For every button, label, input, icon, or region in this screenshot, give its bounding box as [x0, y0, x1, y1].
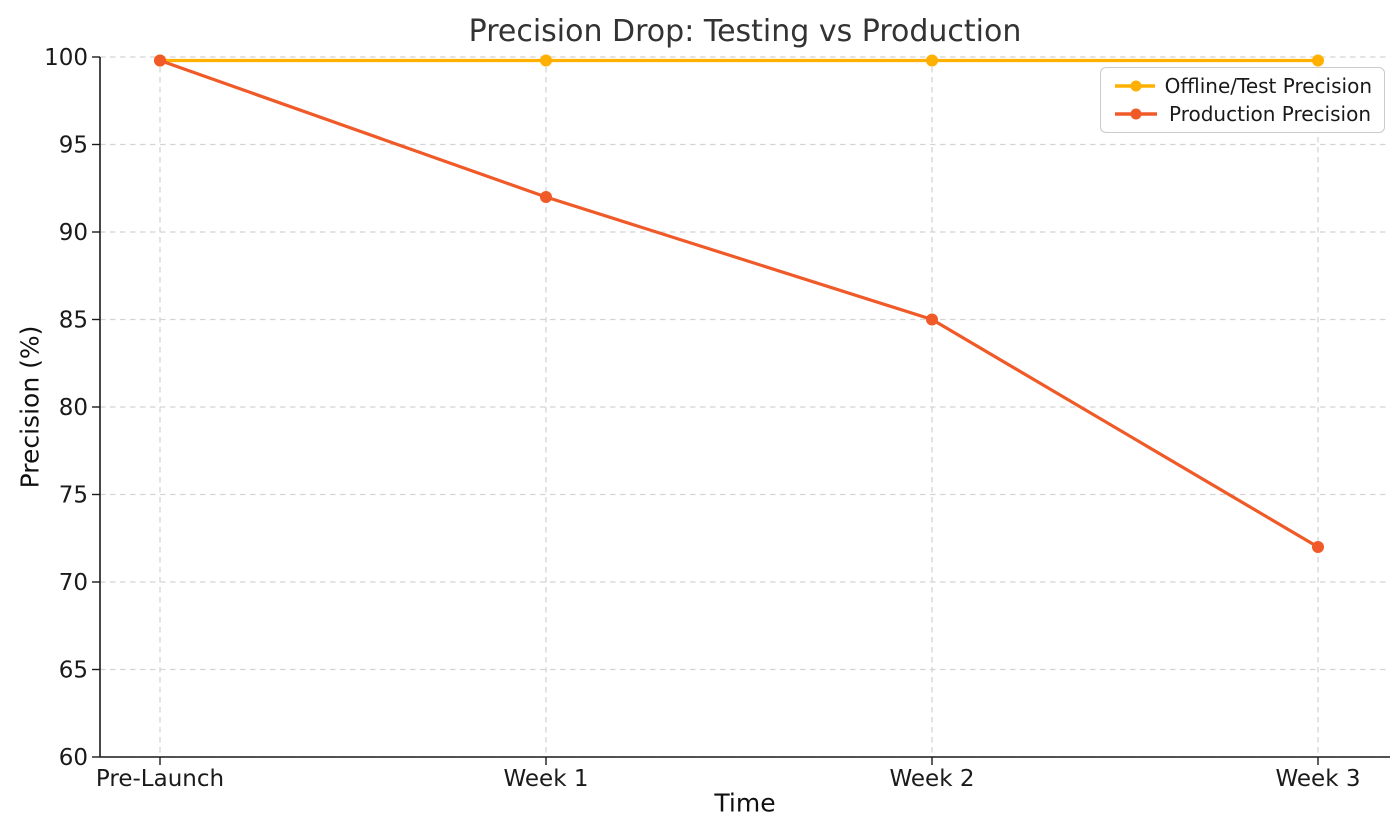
series-marker	[926, 54, 938, 67]
series-marker	[540, 54, 552, 67]
series-marker	[1312, 541, 1324, 553]
y-tick-label: 80	[59, 395, 88, 421]
y-tick-label: 70	[59, 570, 88, 596]
y-tick-label: 60	[59, 745, 88, 771]
series-marker	[154, 54, 166, 67]
legend: Offline/Test Precision Production Precisi…	[1100, 67, 1385, 133]
x-axis-label: Time	[714, 788, 776, 818]
y-tick-label: 65	[59, 658, 88, 684]
series-line	[158, 58, 1320, 549]
y-tick-label: 75	[59, 483, 88, 509]
series-marker	[926, 313, 938, 326]
legend-entry: Offline/Test Precision	[1113, 74, 1372, 98]
series-marker	[1312, 54, 1324, 67]
legend-line-marker-icon	[1115, 108, 1157, 120]
y-tick-label: 90	[59, 220, 88, 246]
chart-title: Precision Drop: Testing vs Production	[468, 14, 1022, 49]
y-tick-label: 95	[59, 133, 88, 159]
legend-line-marker-icon	[1115, 80, 1155, 92]
x-tick-label: Week 1	[504, 766, 589, 792]
legend-label: Offline/Test Precision	[1164, 74, 1372, 99]
x-tick-label: Week 2	[890, 766, 975, 792]
x-tick-label: Week 3	[1276, 766, 1361, 792]
series-marker	[540, 191, 552, 203]
y-tick-label: 100	[44, 45, 88, 71]
y-tick-label: 85	[59, 308, 88, 334]
y-axis-label: Precision (%)	[15, 325, 45, 489]
legend-label: Production Precision	[1169, 101, 1372, 126]
legend-entry: Production Precision	[1113, 102, 1372, 126]
x-tick-label: Pre-Launch	[96, 766, 224, 792]
